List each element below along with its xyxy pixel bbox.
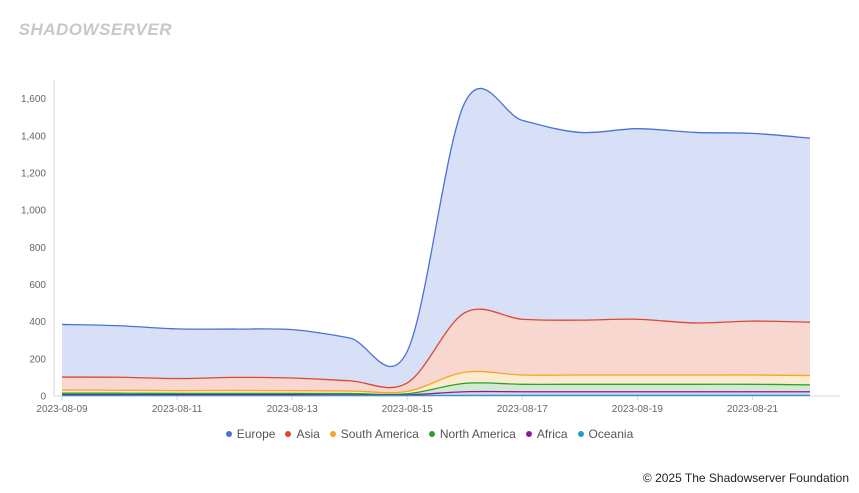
legend-label: Asia	[296, 427, 320, 441]
legend-label: Africa	[536, 427, 568, 441]
x-tick-label: 2023-08-17	[497, 404, 549, 415]
legend-label: Oceania	[588, 427, 634, 441]
legend-marker-south-america	[329, 431, 336, 437]
x-tick-label: 2023-08-21	[727, 404, 779, 415]
line-africa	[61, 390, 810, 396]
legend-marker-asia	[285, 431, 292, 437]
line-asia	[61, 308, 811, 389]
y-tick-label: 1,000	[21, 206, 46, 217]
legend-item-africa[interactable]: Africa	[525, 427, 568, 441]
x-tick-label: 2023-08-13	[267, 404, 319, 415]
legend-marker-north-america	[428, 431, 435, 437]
legend-label: South America	[340, 427, 419, 441]
x-tick-label: 2023-08-09	[36, 404, 88, 415]
legend-marker-oceania	[577, 431, 584, 437]
area-asia	[62, 309, 810, 393]
legend-item-north-america[interactable]: North America	[428, 427, 516, 441]
shadowserver-logo: SHADOWSERVER	[12, 12, 172, 48]
legend-item-asia[interactable]: Asia	[285, 427, 320, 441]
line-europe	[61, 87, 811, 368]
copyright-footer: © 2025 The Shadowserver Foundation	[642, 471, 849, 485]
legend-marker-europe	[225, 431, 232, 437]
y-tick-label: 200	[29, 354, 46, 365]
legend-item-oceania[interactable]: Oceania	[577, 427, 634, 441]
legend-label: North America	[439, 427, 516, 441]
y-tick-label: 400	[29, 317, 46, 328]
x-tick-label: 2023-08-15	[382, 404, 434, 415]
y-tick-label: 1,200	[21, 168, 46, 179]
legend-label: Europe	[236, 427, 276, 441]
y-tick-label: 1,600	[21, 94, 46, 105]
chart-legend: Europe Asia South America North America Afri…	[0, 426, 859, 441]
y-tick-label: 1,400	[21, 131, 46, 142]
legend-item-europe[interactable]: Europe	[225, 427, 276, 441]
y-tick-label: 600	[29, 280, 46, 291]
legend-item-south-america[interactable]: South America	[329, 427, 419, 441]
x-tick-label: 2023-08-11	[152, 404, 203, 415]
x-tick-label: 2023-08-19	[612, 404, 664, 415]
legend-marker-africa	[525, 431, 532, 437]
stacked-area-chart: 0 200 400 600 800 1,000 1,200 1,400 1,600 2023-08…	[21, 80, 840, 415]
area-south-america	[62, 371, 810, 395]
shadowserver-logo-icon	[12, 29, 13, 31]
y-tick-label: 800	[29, 243, 46, 254]
logo-text: SHADOWSERVER	[18, 20, 172, 39]
y-tick-label: 0	[40, 392, 46, 403]
area-europe	[62, 88, 810, 388]
line-south-america	[61, 370, 811, 394]
line-north-america	[61, 382, 811, 396]
